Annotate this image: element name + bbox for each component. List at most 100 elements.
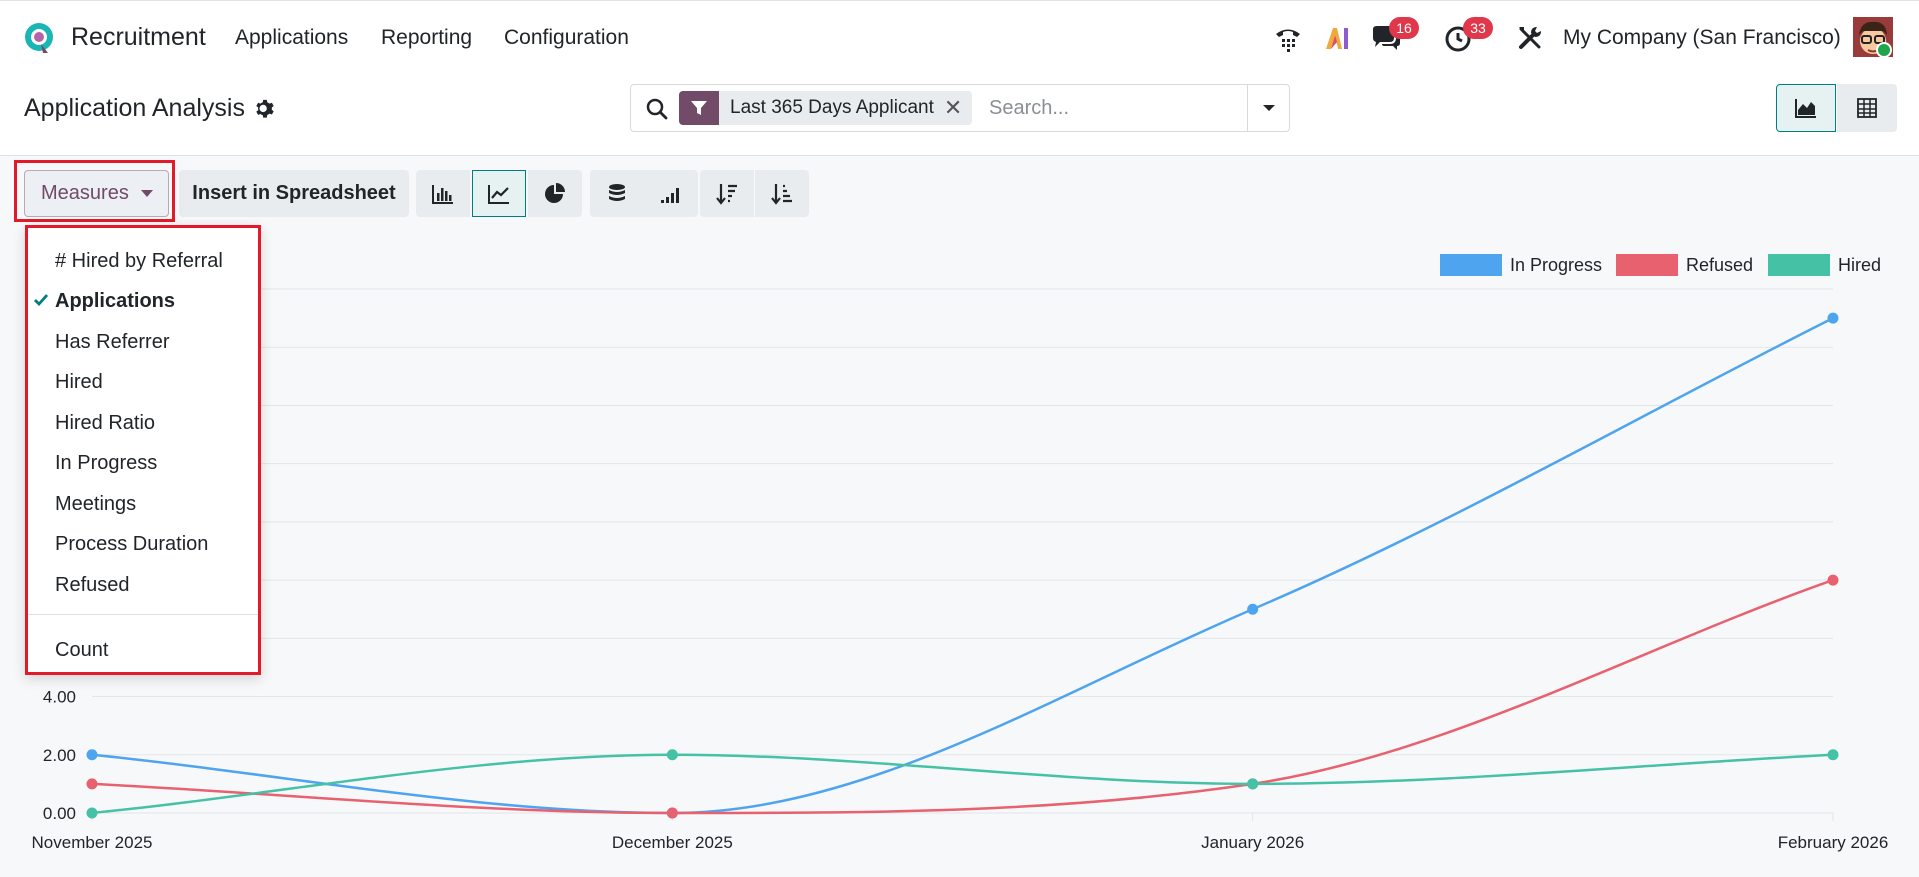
phone-icon[interactable] <box>1271 21 1305 55</box>
activity-clock-icon[interactable] <box>1441 21 1475 55</box>
filter-icon <box>679 91 719 125</box>
legend-swatch[interactable] <box>1440 254 1502 276</box>
measure-label: Applications <box>55 290 176 312</box>
line-chart-icon <box>488 184 509 204</box>
company-switcher[interactable]: My Company (San Francisco) <box>1563 26 1841 49</box>
app-name[interactable]: Recruitment <box>71 23 206 51</box>
recruitment-logo-icon[interactable] <box>21 20 57 56</box>
measure-count[interactable]: Count <box>28 631 258 669</box>
series-line <box>91 753 1834 815</box>
bar-chart-icon <box>432 184 453 204</box>
series-line <box>91 578 1834 815</box>
search-options-toggle[interactable] <box>1247 85 1289 131</box>
data-point[interactable] <box>86 778 98 790</box>
sort-descending-button[interactable] <box>700 170 754 217</box>
measure-meetings[interactable]: Meetings <box>28 485 258 523</box>
measure-hired-ratio[interactable]: Hired Ratio <box>28 404 258 442</box>
y-tick-label: 2.00 <box>43 746 76 765</box>
sort-ascending-button[interactable] <box>755 170 809 217</box>
measure-in-progress[interactable]: In Progress <box>28 444 258 482</box>
tools-icon[interactable] <box>1513 21 1547 55</box>
chart-legend[interactable]: In Progress Refused Hired <box>1440 254 1881 276</box>
chart-grid <box>91 288 1834 821</box>
y-tick-label: 0.00 <box>43 804 76 823</box>
pie-chart-button[interactable] <box>528 170 582 217</box>
data-point[interactable] <box>86 749 98 761</box>
measure-label: Count <box>55 639 109 661</box>
sort-ascending-icon <box>771 183 792 205</box>
measure-hired-by-referral[interactable]: # Hired by Referral <box>28 242 258 280</box>
measure-has-referrer[interactable]: Has Referrer <box>28 323 258 361</box>
measure-applications[interactable]: Applications <box>28 282 258 320</box>
ai-icon[interactable] <box>1320 21 1354 55</box>
caret-down-icon <box>1262 105 1275 111</box>
chart-series <box>86 312 1839 819</box>
legend-label[interactable]: Refused <box>1686 255 1753 275</box>
line-chart-button[interactable] <box>472 170 526 217</box>
gear-icon[interactable] <box>254 98 276 120</box>
measure-refused[interactable]: Refused <box>28 566 258 604</box>
close-icon[interactable]: ✕ <box>943 95 963 120</box>
signal-bars-icon <box>661 187 679 203</box>
measure-label: Hired Ratio <box>55 412 156 434</box>
measure-label: Process Duration <box>55 533 209 555</box>
online-status-dot <box>1876 42 1892 58</box>
chat-icon[interactable] <box>1369 21 1403 55</box>
insert-in-spreadsheet-button[interactable]: Insert in Spreadsheet <box>179 170 409 217</box>
data-point[interactable] <box>666 807 678 819</box>
cumulative-button[interactable] <box>644 170 698 217</box>
area-chart-icon <box>1795 99 1816 118</box>
stacked-button[interactable] <box>590 170 644 217</box>
measure-label: Refused <box>55 574 130 596</box>
measures-button[interactable]: Measures <box>24 170 169 217</box>
measures-dropdown: # Hired by Referral Applications Has Ref… <box>25 225 261 675</box>
y-tick-label: 4.00 <box>43 688 76 707</box>
legend-swatch[interactable] <box>1616 254 1678 276</box>
x-tick-label: December 2025 <box>612 833 733 852</box>
data-point[interactable] <box>1827 749 1839 761</box>
menu-reporting[interactable]: Reporting <box>381 26 473 49</box>
x-axis-ticks: November 2025 December 2025 January 2026 Fe… <box>32 833 1889 852</box>
data-point[interactable] <box>1247 778 1259 790</box>
line-chart: 0.00 2.00 4.00 November 2025 December 2025 J… <box>32 254 1889 852</box>
data-point[interactable] <box>1827 312 1839 324</box>
search-icon[interactable] <box>645 97 669 121</box>
page-title: Application Analysis <box>24 94 245 122</box>
control-panel: Application Analysis Last 365 Days Appli… <box>0 76 1919 156</box>
data-point[interactable] <box>1827 574 1839 586</box>
measure-label: Hired <box>55 371 103 393</box>
chat-badge: 16 <box>1389 17 1419 39</box>
filter-facet: Last 365 Days Applicant ✕ <box>679 91 972 125</box>
measure-process-duration[interactable]: Process Duration <box>28 525 258 563</box>
check-icon <box>34 294 48 306</box>
pivot-view-button[interactable] <box>1837 84 1897 132</box>
measure-hired[interactable]: Hired <box>28 363 258 401</box>
series-line <box>91 316 1834 815</box>
legend-label[interactable]: In Progress <box>1510 255 1602 275</box>
table-icon <box>1857 98 1877 118</box>
data-point[interactable] <box>86 807 98 819</box>
search-input[interactable] <box>989 93 1229 123</box>
x-tick-label: February 2026 <box>1778 833 1889 852</box>
top-navbar: Recruitment Applications Reporting Confi… <box>0 0 1919 76</box>
measures-label: Measures <box>41 182 129 204</box>
measure-label: Meetings <box>55 493 137 515</box>
measure-label: In Progress <box>55 452 158 474</box>
bar-chart-button[interactable] <box>416 170 470 217</box>
menu-applications[interactable]: Applications <box>235 26 349 49</box>
database-icon <box>609 183 625 201</box>
sort-descending-icon <box>716 183 737 205</box>
measure-label: # Hired by Referral <box>55 250 223 272</box>
y-axis-ticks: 0.00 2.00 4.00 <box>43 688 76 823</box>
legend-swatch[interactable] <box>1768 254 1830 276</box>
facet-label: Last 365 Days Applicant <box>730 97 934 118</box>
x-tick-label: November 2025 <box>32 833 153 852</box>
dropdown-divider <box>28 614 258 615</box>
data-point[interactable] <box>666 749 678 761</box>
menu-configuration[interactable]: Configuration <box>504 26 629 49</box>
legend-label[interactable]: Hired <box>1838 255 1881 275</box>
x-tick-label: January 2026 <box>1201 833 1304 852</box>
graph-view-button[interactable] <box>1776 84 1836 132</box>
pie-chart-icon <box>545 182 565 203</box>
data-point[interactable] <box>1247 603 1259 615</box>
